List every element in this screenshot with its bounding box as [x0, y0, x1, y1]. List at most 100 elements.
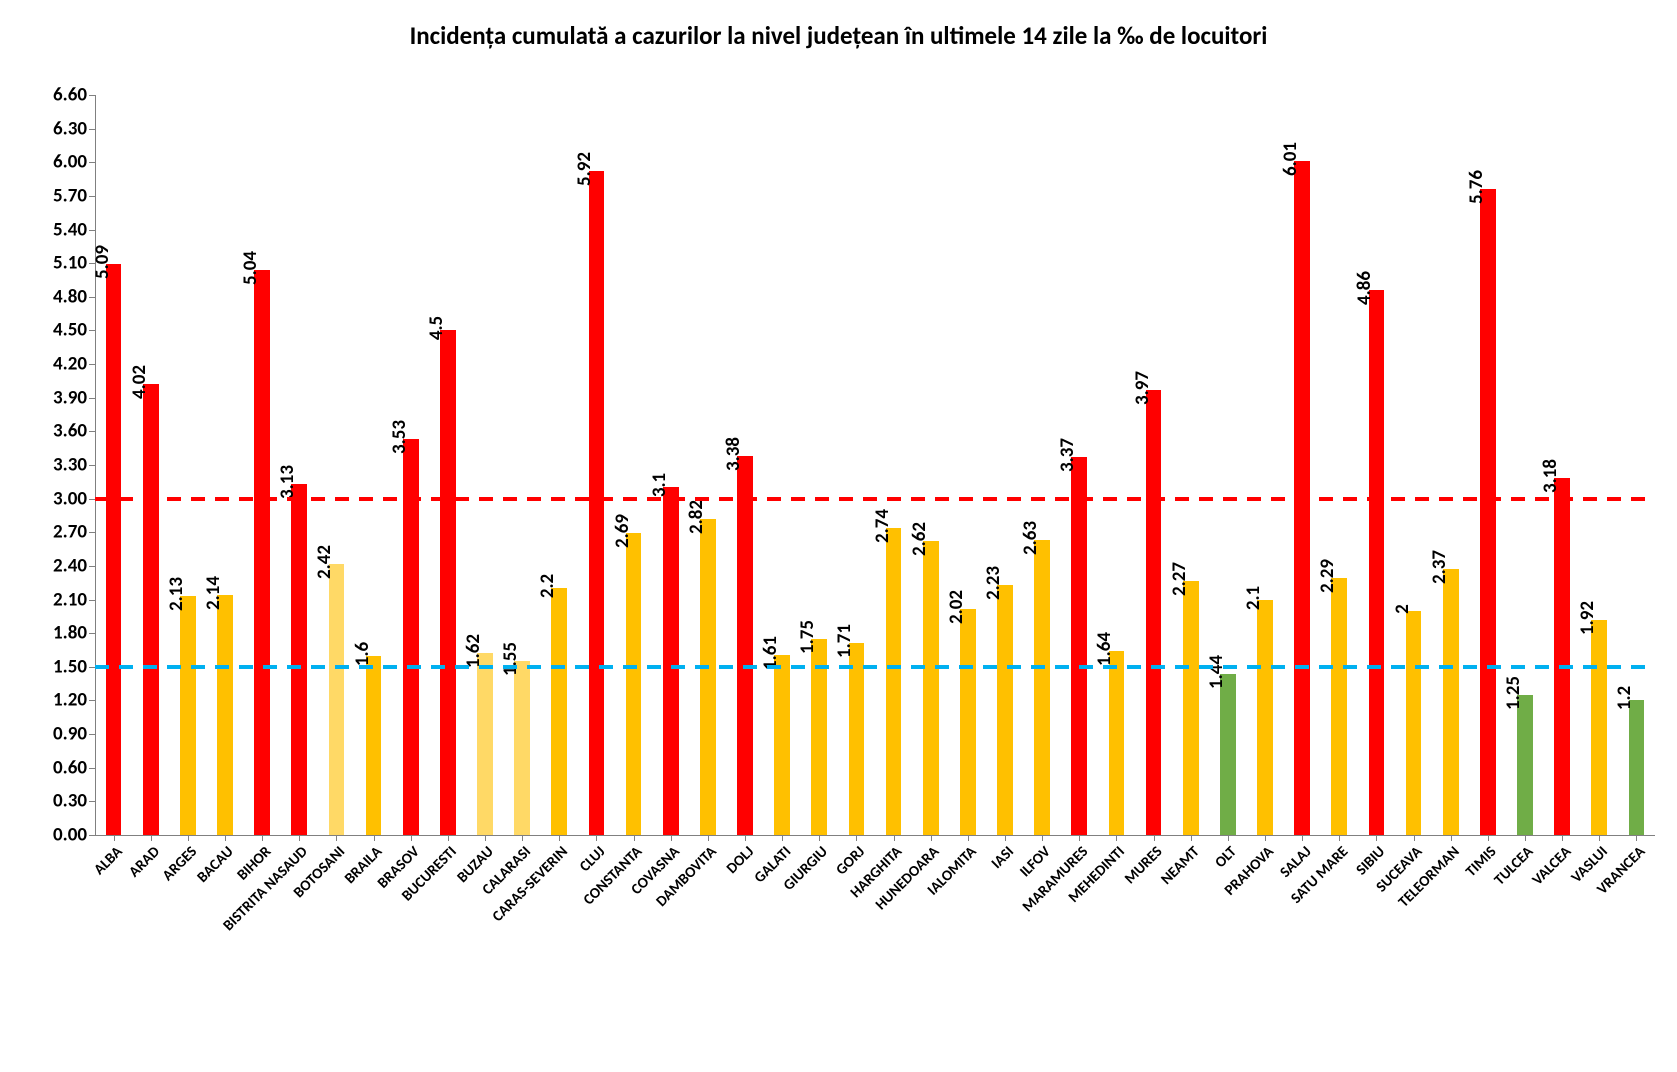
x-tick-label: NEAMT: [1158, 843, 1204, 889]
bar-value-label: 3.37: [1056, 438, 1079, 476]
bar-value-label: 1.2: [1613, 686, 1636, 714]
bar: 2.02: [960, 609, 976, 835]
bar: 2.62: [923, 541, 939, 835]
x-tick-mark: [1005, 835, 1006, 841]
bar: 1.71: [849, 643, 865, 835]
x-tick-mark: [448, 835, 449, 841]
bar-value-label: 2.62: [908, 522, 931, 560]
bar: 1.55: [514, 661, 530, 835]
bar: 2.29: [1331, 578, 1347, 835]
bar: 1.44: [1220, 674, 1236, 835]
bar-value-label: 5.04: [239, 251, 262, 289]
bar-value-label: 1.44: [1205, 655, 1228, 693]
x-tick-label: VALCEA: [1529, 843, 1575, 889]
bar: 5.09: [106, 264, 122, 835]
bar-value-label: 2.02: [945, 590, 968, 628]
bar-value-label: 5.09: [91, 245, 114, 283]
x-tick-mark: [1228, 835, 1229, 841]
bar: 1.25: [1517, 695, 1533, 835]
bar: 2.1: [1257, 600, 1273, 835]
x-tick-mark: [1302, 835, 1303, 841]
bar: 2.37: [1443, 569, 1459, 835]
chart-container: Incidența cumulată a cazurilor la nivel …: [0, 0, 1677, 1072]
bar-value-label: 4.02: [128, 365, 151, 403]
bar-value-label: 1.75: [796, 620, 819, 658]
bar: 1.62: [477, 653, 493, 835]
bar: 2.14: [217, 595, 233, 835]
x-tick-mark: [299, 835, 300, 841]
bar: 2.69: [626, 533, 642, 835]
bar: 5.04: [254, 270, 270, 835]
x-tick-mark: [1265, 835, 1266, 841]
x-tick-mark: [559, 835, 560, 841]
x-tick-mark: [782, 835, 783, 841]
x-tick-mark: [114, 835, 115, 841]
x-tick-label: MURES: [1121, 843, 1166, 888]
bar: 4.02: [143, 384, 159, 835]
bar-value-label: 2.69: [611, 514, 634, 552]
x-tick-label: ALBA: [90, 843, 126, 879]
bar: 3.18: [1554, 478, 1570, 835]
bars-group: 5.094.022.132.145.043.132.421.63.534.51.…: [95, 95, 1655, 835]
bar: 3.38: [737, 456, 753, 835]
bar: 4.86: [1369, 290, 1385, 835]
x-tick-mark: [1116, 835, 1117, 841]
bar-value-label: 1.25: [1502, 676, 1525, 714]
bar: 3.37: [1071, 457, 1087, 835]
x-tick-label: ARGES: [159, 843, 201, 885]
x-tick-mark: [1451, 835, 1452, 841]
x-tick-mark: [188, 835, 189, 841]
x-tick-mark: [485, 835, 486, 841]
x-axis-line: [95, 835, 1655, 836]
x-tick-mark: [745, 835, 746, 841]
x-tick-label: ARAD: [125, 843, 163, 881]
bar: 5.76: [1480, 189, 1496, 835]
bar: 2.27: [1183, 581, 1199, 836]
bar: 1.92: [1591, 620, 1607, 835]
bar: 2.23: [997, 585, 1013, 835]
x-tick-mark: [262, 835, 263, 841]
x-tick-mark: [931, 835, 932, 841]
bar-value-label: 2.37: [1428, 550, 1451, 588]
bar-value-label: 5.76: [1465, 170, 1488, 208]
bar-value-label: 2.63: [1019, 521, 1042, 559]
x-tick-mark: [1636, 835, 1637, 841]
x-tick-mark: [1154, 835, 1155, 841]
bar: 2.74: [886, 528, 902, 835]
x-tick-mark: [968, 835, 969, 841]
bar: 1.6: [366, 656, 382, 835]
reference-line: [95, 665, 1655, 669]
bar: 2.42: [329, 564, 345, 835]
x-tick-mark: [336, 835, 337, 841]
bar: 1.61: [774, 655, 790, 836]
x-tick-mark: [671, 835, 672, 841]
x-tick-mark: [819, 835, 820, 841]
x-tick-label: TULCEA: [1491, 843, 1537, 889]
x-tick-mark: [894, 835, 895, 841]
x-tick-label: IASI: [988, 843, 1018, 873]
x-tick-mark: [225, 835, 226, 841]
bar-value-label: 2.29: [1316, 559, 1339, 597]
bar-value-label: 2: [1391, 604, 1414, 618]
bar-value-label: 1.71: [833, 624, 856, 662]
bar: 1.2: [1629, 700, 1645, 835]
x-tick-mark: [856, 835, 857, 841]
x-tick-mark: [1599, 835, 1600, 841]
bar: 2.82: [700, 519, 716, 835]
bar-value-label: 2.23: [982, 566, 1005, 604]
x-tick-mark: [596, 835, 597, 841]
x-tick-mark: [1414, 835, 1415, 841]
bar-value-label: 2.14: [202, 576, 225, 614]
y-tick-mark: [89, 835, 95, 836]
bar: 2.2: [551, 588, 567, 835]
bar-value-label: 5.92: [573, 152, 596, 190]
x-tick-mark: [1376, 835, 1377, 841]
x-tick-label: BACAU: [194, 843, 238, 887]
x-tick-label: OLT: [1212, 843, 1241, 872]
x-tick-mark: [1042, 835, 1043, 841]
x-tick-mark: [411, 835, 412, 841]
bar-value-label: 2.1: [1242, 585, 1265, 613]
plot-area: 0.000.300.600.901.201.501.802.102.402.70…: [95, 95, 1655, 835]
bar: 5.92: [589, 171, 605, 835]
x-tick-mark: [1339, 835, 1340, 841]
